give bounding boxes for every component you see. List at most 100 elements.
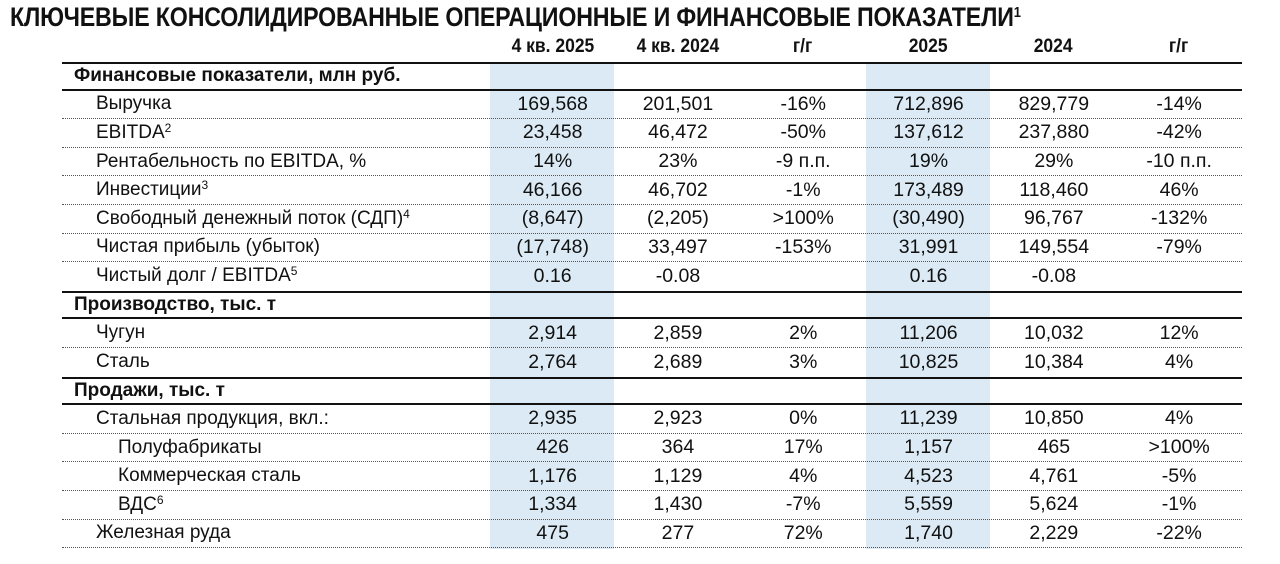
row-label: Чугун bbox=[62, 322, 490, 344]
table-cell: 11,206 bbox=[899, 321, 958, 344]
section-header-row: Финансовые показатели, млн руб. bbox=[62, 62, 1242, 91]
table-cell: (2,205) bbox=[647, 207, 709, 230]
table-row: Стальная продукция, вкл.: 2,935 2,923 0% 11,… bbox=[62, 405, 1242, 434]
table-cell: 2,914 bbox=[528, 321, 578, 344]
table-cell: 1,430 bbox=[653, 493, 703, 516]
table-row: Инвестиции3 46,166 46,702 -1% 173,489 118,460… bbox=[62, 176, 1242, 205]
table-cell: 465 bbox=[1037, 436, 1071, 459]
table-row: Коммерческая сталь 1,176 1,129 4% 4,523 4,761… bbox=[62, 462, 1242, 491]
table-cell: 426 bbox=[536, 436, 569, 459]
table-cell: 2,764 bbox=[528, 350, 578, 373]
table-cell: 10,384 bbox=[1024, 350, 1084, 373]
row-label: ВДС6 bbox=[62, 492, 490, 516]
row-label: Чистый долг / EBITDA5 bbox=[62, 264, 490, 287]
table-cell: (30,490) bbox=[892, 207, 965, 230]
table-cell: -42% bbox=[1156, 121, 1202, 144]
table-row: Чистый долг / EBITDA5 0.16 -0.08 0.16 -0.08 bbox=[62, 262, 1242, 291]
table-cell: >100% bbox=[1148, 436, 1210, 459]
table-cell: 137,612 bbox=[893, 121, 964, 144]
table-cell: 4% bbox=[1165, 350, 1194, 373]
row-label-text: Инвестиции bbox=[96, 179, 202, 201]
table-cell: 31,991 bbox=[898, 235, 959, 258]
column-header-2024: 2024 bbox=[1034, 36, 1073, 57]
table-cell: 96,767 bbox=[1024, 207, 1084, 230]
row-label: Полуфабрикаты bbox=[62, 437, 490, 459]
section-label: Производство, тыс. т bbox=[74, 294, 277, 316]
table-cell: 46,166 bbox=[522, 178, 583, 201]
table-cell: 1,740 bbox=[904, 521, 953, 544]
table-cell: (17,748) bbox=[516, 235, 589, 258]
table-row: Чистая прибыль (убыток) (17,748) 33,497 -15… bbox=[62, 234, 1242, 263]
row-label-text: Чистая прибыль (убыток) bbox=[96, 236, 320, 258]
page-title: КЛЮЧЕВЫЕ КОНСОЛИДИРОВАННЫЕ ОПЕРАЦИОННЫЕ … bbox=[10, 2, 1021, 33]
row-label-text: Выручка bbox=[96, 93, 172, 115]
row-label: Свободный денежный поток (СДП)4 bbox=[62, 206, 490, 230]
footnote-marker: 3 bbox=[201, 178, 209, 193]
table-cell: 46,472 bbox=[648, 121, 708, 144]
footnote-marker: 4 bbox=[403, 206, 410, 221]
table-cell: 475 bbox=[536, 521, 569, 544]
row-label-text: Железная руда bbox=[96, 522, 231, 544]
table-cell: 1,176 bbox=[528, 464, 578, 487]
table-cell: 10,825 bbox=[898, 350, 959, 373]
table-cell: 4% bbox=[789, 464, 818, 487]
section-label: Продажи, тыс. т bbox=[74, 379, 225, 401]
table-cell: 17% bbox=[783, 436, 823, 459]
highlight-column-2025 bbox=[866, 63, 990, 549]
table-cell: -22% bbox=[1156, 521, 1202, 544]
table-cell: 46% bbox=[1159, 178, 1199, 201]
table-cell: 2,935 bbox=[528, 407, 578, 430]
table-cell: 23% bbox=[658, 150, 698, 173]
table-cell: 46,702 bbox=[648, 178, 708, 201]
footnote-marker: 6 bbox=[156, 492, 164, 507]
row-label-text: ВДС bbox=[118, 493, 157, 515]
table-cell: >100% bbox=[772, 207, 834, 230]
table-cell: 0.16 bbox=[909, 264, 948, 287]
table-cell: 72% bbox=[783, 521, 823, 544]
table-cell: 277 bbox=[661, 521, 695, 544]
row-label: Выручка bbox=[62, 93, 490, 115]
table-cell: 173,489 bbox=[893, 178, 964, 201]
row-label: Рентабельность по EBITDA, % bbox=[62, 151, 490, 173]
key-indicators-table: Финансовые показатели, млн руб. Выручка 16… bbox=[62, 62, 1242, 549]
column-header-2025: 2025 bbox=[909, 36, 948, 57]
table-cell: 712,896 bbox=[893, 92, 964, 115]
table-cell: -0.08 bbox=[655, 264, 701, 287]
table-cell: -132% bbox=[1150, 207, 1208, 230]
table-cell: -1% bbox=[1161, 493, 1197, 516]
row-label: Коммерческая сталь bbox=[62, 465, 490, 487]
table-cell: 29% bbox=[1034, 150, 1074, 173]
row-label-text: Коммерческая сталь bbox=[118, 465, 301, 487]
table-cell: 2% bbox=[789, 321, 818, 344]
column-header-yoy-year: г/г bbox=[1168, 36, 1189, 57]
table-cell: 4% bbox=[1165, 407, 1194, 430]
table-cell: 23,458 bbox=[522, 121, 583, 144]
table-cell: 4,523 bbox=[904, 464, 953, 487]
table-row: Чугун 2,914 2,859 2% 11,206 10,032 12% bbox=[62, 319, 1242, 348]
title-footnote: 1 bbox=[1013, 4, 1021, 21]
column-header-q4-2025: 4 кв. 2025 bbox=[511, 36, 594, 57]
table-row: Выручка 169,568 201,501 -16% 712,896 829,779 -… bbox=[62, 91, 1242, 120]
table-cell: 33,497 bbox=[648, 235, 708, 258]
table-cell: -10 п.п. bbox=[1146, 150, 1212, 173]
table-cell: 14% bbox=[533, 150, 573, 173]
table-cell: (8,647) bbox=[521, 207, 584, 230]
row-label-text: Полуфабрикаты bbox=[118, 436, 262, 458]
table-cell: 2,689 bbox=[653, 350, 703, 373]
table-cell: 118,460 bbox=[1019, 178, 1089, 201]
table-cell: 10,850 bbox=[1024, 407, 1084, 430]
row-label: Инвестиции3 bbox=[62, 178, 490, 201]
table-cell: -14% bbox=[1156, 92, 1202, 115]
row-label: Сталь bbox=[62, 351, 490, 373]
row-label-text: Чугун bbox=[96, 322, 146, 344]
table-cell: 1,129 bbox=[653, 464, 703, 487]
table-cell: 19% bbox=[909, 150, 949, 173]
table-row: Сталь 2,764 2,689 3% 10,825 10,384 4% bbox=[62, 348, 1242, 377]
table-cell: 829,779 bbox=[1018, 92, 1090, 115]
table-cell: 5,559 bbox=[904, 493, 953, 516]
table-cell: 12% bbox=[1159, 321, 1199, 344]
table-cell: 169,568 bbox=[517, 92, 588, 115]
footnote-marker: 5 bbox=[290, 264, 298, 279]
row-label-text: EBITDA bbox=[96, 121, 165, 143]
table-cell: -50% bbox=[780, 121, 826, 144]
